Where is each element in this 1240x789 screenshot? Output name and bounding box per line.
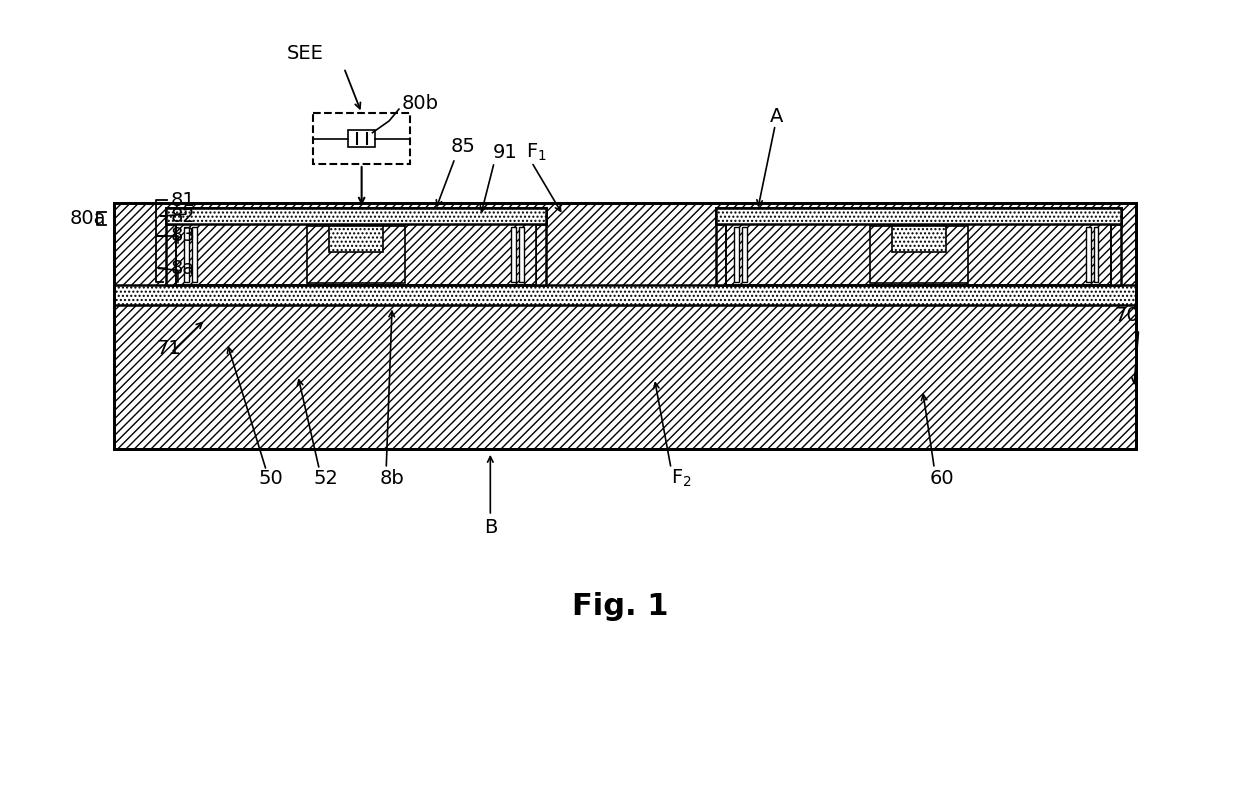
- Bar: [742, 227, 746, 282]
- Bar: [1094, 227, 1099, 282]
- Bar: [176, 224, 537, 285]
- Bar: [176, 224, 537, 285]
- Bar: [166, 208, 547, 285]
- Text: 82: 82: [171, 207, 196, 226]
- Bar: [869, 226, 967, 283]
- Text: 80a: 80a: [69, 208, 107, 228]
- Text: 85: 85: [451, 137, 476, 156]
- Text: F$_1$: F$_1$: [526, 142, 547, 163]
- Bar: [177, 225, 536, 284]
- Bar: [727, 224, 1111, 285]
- Text: SEE: SEE: [288, 43, 324, 62]
- Text: 83: 83: [171, 226, 196, 245]
- Text: B: B: [484, 518, 497, 537]
- Text: 71: 71: [156, 339, 181, 358]
- Bar: [114, 204, 1136, 449]
- Bar: [727, 224, 1111, 285]
- Bar: [717, 208, 1121, 224]
- Bar: [734, 227, 739, 282]
- Bar: [308, 226, 405, 283]
- Bar: [192, 227, 197, 282]
- Text: 8a: 8a: [171, 259, 195, 278]
- Text: 81: 81: [171, 191, 196, 210]
- Text: 60: 60: [930, 469, 954, 488]
- Text: A: A: [770, 107, 784, 126]
- Bar: [166, 208, 547, 224]
- Bar: [727, 225, 1110, 284]
- Bar: [314, 113, 409, 164]
- Text: Fig. 1: Fig. 1: [572, 592, 668, 621]
- Text: 8b: 8b: [379, 469, 404, 488]
- Text: 80b: 80b: [402, 94, 439, 113]
- Bar: [348, 129, 376, 148]
- Bar: [892, 226, 946, 252]
- Text: 52: 52: [314, 469, 339, 488]
- Bar: [114, 204, 1136, 449]
- Bar: [511, 227, 516, 282]
- Text: F$_2$: F$_2$: [671, 468, 692, 489]
- Bar: [717, 208, 1121, 224]
- Text: 91: 91: [492, 143, 517, 162]
- Text: 50: 50: [258, 469, 283, 488]
- Bar: [518, 227, 523, 282]
- Bar: [184, 227, 188, 282]
- Bar: [717, 208, 1121, 285]
- Bar: [114, 285, 1136, 305]
- Bar: [329, 226, 383, 252]
- Bar: [1086, 227, 1090, 282]
- Bar: [166, 208, 547, 224]
- Text: 70: 70: [1115, 306, 1138, 325]
